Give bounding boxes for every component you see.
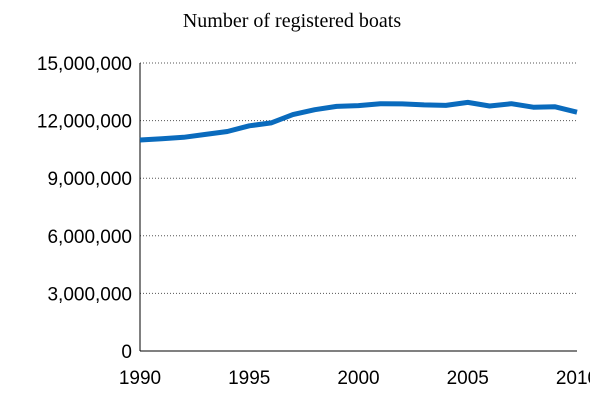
y-tick-labels: 0 3,000,000 6,000,000 9,000,000 12,000,000 15… — [37, 54, 132, 363]
x-tick-labels: 1990 1995 2000 2005 2010 — [119, 368, 590, 389]
y-tick-label: 12,000,000 — [37, 112, 132, 133]
series — [139, 99, 578, 143]
y-tick-label: 9,000,000 — [47, 169, 132, 190]
y-tick-label: 6,000,000 — [47, 227, 132, 248]
series-line — [139, 99, 578, 143]
chart-title: Number of registered boats — [183, 10, 401, 32]
axes — [139, 63, 577, 352]
x-tick-label: 2010 — [556, 368, 590, 389]
x-tick-label: 2000 — [337, 368, 379, 389]
grid-lines — [140, 62, 577, 294]
y-tick-label: 3,000,000 — [47, 284, 132, 305]
x-tick-label: 1995 — [228, 368, 270, 389]
y-tick-label: 15,000,000 — [37, 54, 132, 75]
x-tick-label: 1990 — [119, 368, 161, 389]
x-tick-label: 2005 — [447, 368, 489, 389]
y-tick-label: 0 — [121, 342, 132, 363]
